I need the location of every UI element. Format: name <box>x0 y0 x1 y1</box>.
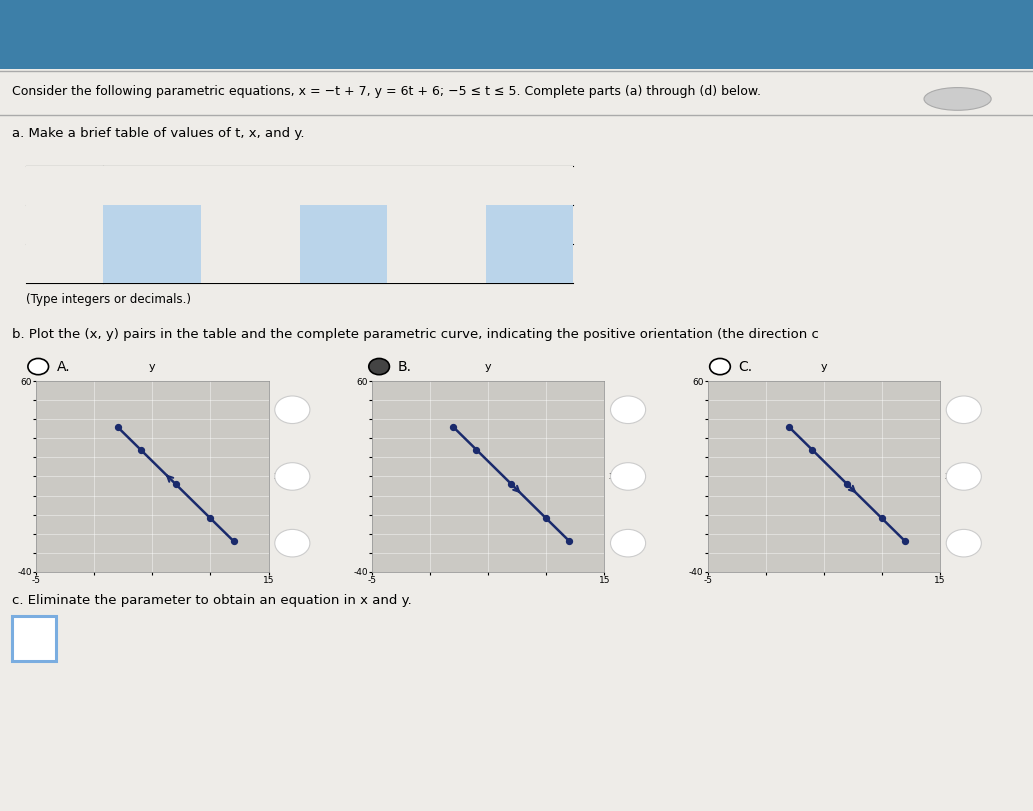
Text: 5: 5 <box>526 179 533 192</box>
Point <box>839 478 855 491</box>
Text: 3: 3 <box>433 179 440 192</box>
Point <box>897 534 913 547</box>
Text: 24: 24 <box>429 257 444 270</box>
Text: y(t): y(t) <box>34 257 56 270</box>
Point <box>781 420 797 433</box>
Text: Part 3 of 4: Part 3 of 4 <box>477 28 556 42</box>
Text: y: y <box>484 362 492 371</box>
Text: x: x <box>273 471 280 482</box>
Point <box>874 512 890 525</box>
Point <box>202 512 219 525</box>
Text: A.: A. <box>57 359 70 374</box>
Text: ↻: ↻ <box>622 536 634 551</box>
Point <box>167 478 184 491</box>
Text: (Type integers or decimals.): (Type integers or decimals.) <box>26 293 191 306</box>
Text: 12: 12 <box>145 218 160 231</box>
Text: 0: 0 <box>340 179 347 192</box>
Text: t: t <box>34 179 39 192</box>
Text: Consider the following parametric equations, x = −t + 7, y = 6t + 6; −5 ≤ t ≤ 5.: Consider the following parametric equati… <box>12 85 761 98</box>
Text: y: y <box>149 362 156 371</box>
Text: -24: -24 <box>143 257 162 270</box>
Point <box>538 512 555 525</box>
Text: 🔍: 🔍 <box>288 470 296 483</box>
Point <box>132 444 149 457</box>
Point <box>109 420 126 433</box>
Text: 7: 7 <box>340 218 347 231</box>
Text: 2: 2 <box>526 218 533 231</box>
Text: B.: B. <box>398 359 412 374</box>
Text: 6: 6 <box>340 257 347 270</box>
Text: 🔍: 🔍 <box>288 403 296 416</box>
Text: x(t): x(t) <box>34 218 56 231</box>
Text: C.: C. <box>739 359 753 374</box>
Text: 10: 10 <box>243 218 258 231</box>
Point <box>225 534 242 547</box>
Point <box>503 478 520 491</box>
Point <box>804 444 820 457</box>
Point <box>561 534 577 547</box>
Text: 🔍: 🔍 <box>624 470 632 483</box>
Text: c. Eliminate the parameter to obtain an equation in x and y.: c. Eliminate the parameter to obtain an … <box>12 594 412 607</box>
Text: -3: -3 <box>245 179 256 192</box>
Point <box>445 420 462 433</box>
Text: ...: ... <box>951 92 964 105</box>
Text: ✓: ✓ <box>374 361 382 371</box>
Text: 36: 36 <box>522 257 537 270</box>
Text: y: y <box>820 362 827 371</box>
Text: x: x <box>945 471 951 482</box>
Text: a. Make a brief table of values of t, x, and y.: a. Make a brief table of values of t, x,… <box>12 127 305 140</box>
Text: 🔍: 🔍 <box>960 470 968 483</box>
Text: 🔍: 🔍 <box>624 403 632 416</box>
Text: -12: -12 <box>241 257 260 270</box>
Text: ↻: ↻ <box>958 536 970 551</box>
Text: 4: 4 <box>433 218 440 231</box>
Text: ↻: ↻ <box>286 536 299 551</box>
Point <box>468 444 484 457</box>
Text: b. Plot the (x, y) pairs in the table and the complete parametric curve, indicat: b. Plot the (x, y) pairs in the table an… <box>12 328 819 341</box>
Text: 🔍: 🔍 <box>960 403 968 416</box>
Text: x: x <box>609 471 616 482</box>
Text: -5: -5 <box>146 179 159 192</box>
